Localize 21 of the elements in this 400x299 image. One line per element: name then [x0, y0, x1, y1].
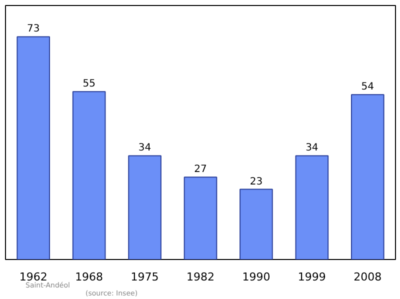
x-tick-label: 1962	[19, 270, 48, 284]
x-tick-label: 1968	[75, 270, 104, 284]
data-label: 54	[361, 82, 374, 93]
bar	[350, 94, 384, 260]
bar	[295, 155, 329, 260]
bar	[240, 188, 273, 260]
x-tick-label: 2008	[354, 270, 382, 284]
data-label: 27	[194, 164, 207, 176]
data-label: 73	[26, 24, 40, 35]
bar	[16, 36, 50, 260]
data-label: 55	[82, 78, 96, 90]
bar	[128, 155, 162, 260]
data-label: 34	[306, 142, 318, 154]
data-label: 23	[250, 176, 263, 188]
x-tick-label: 1999	[298, 270, 326, 284]
bar	[184, 176, 218, 260]
x-tick-label: 1990	[242, 270, 270, 284]
bar	[72, 91, 106, 260]
data-label: 34	[138, 142, 152, 154]
x-tick-label: 1975	[130, 270, 159, 284]
x-tick-label: 1982	[186, 270, 215, 284]
